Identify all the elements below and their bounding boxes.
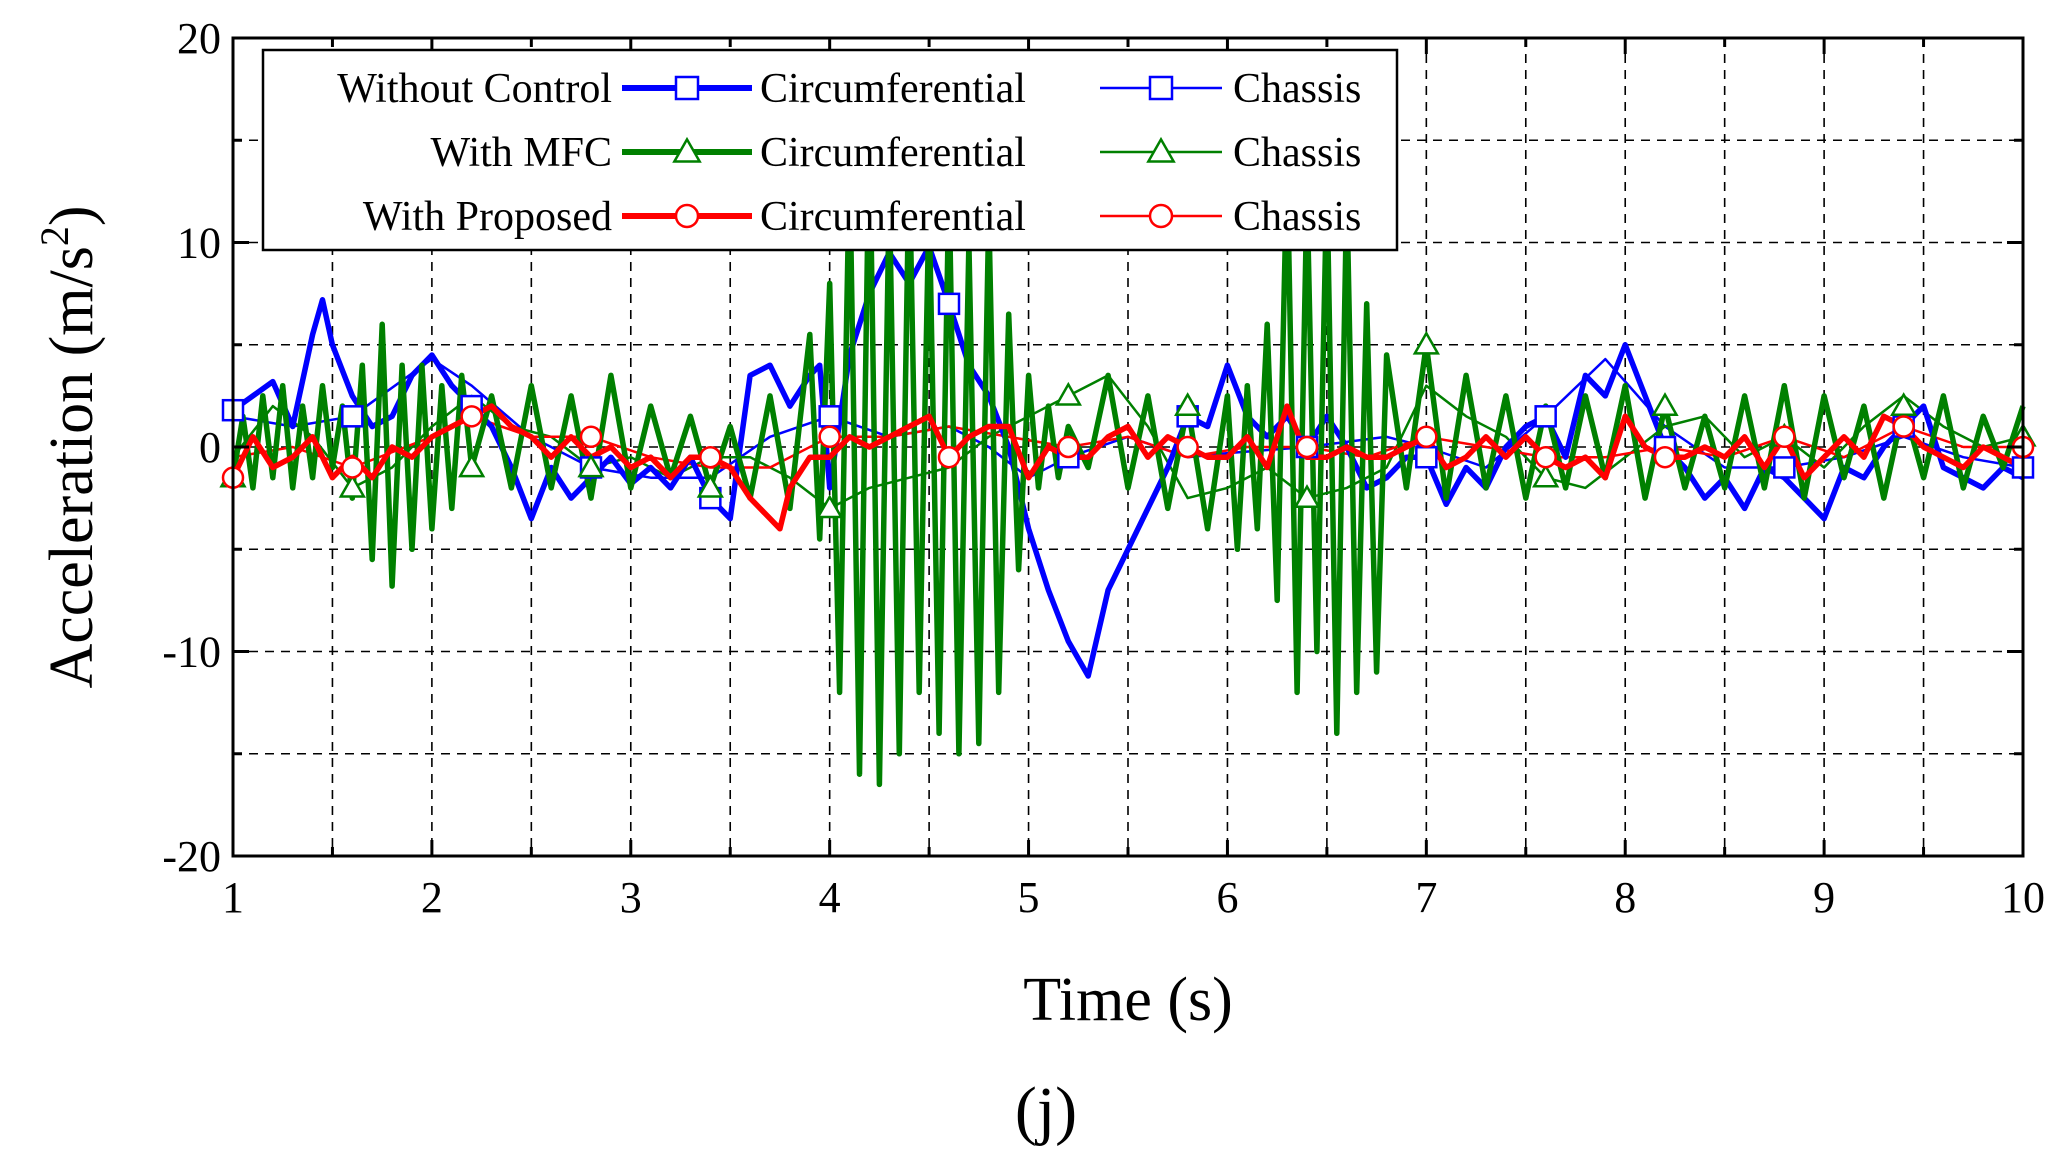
legend-row-label: With Proposed <box>363 194 612 240</box>
data-marker <box>1054 381 1082 406</box>
data-marker <box>579 425 603 449</box>
legend-entry-label: Chassis <box>1233 130 1361 176</box>
legend-entry-label: Circumferential <box>760 130 1026 176</box>
x-tick-label: 6 <box>1216 873 1238 922</box>
x-tick-label: 5 <box>1018 873 1040 922</box>
series-markers-4 <box>221 405 1915 489</box>
legend-swatch-marker <box>1148 203 1174 229</box>
data-marker <box>818 425 841 449</box>
y-tick-label: 20 <box>177 14 221 63</box>
legend-entry-label: Chassis <box>1233 194 1361 240</box>
data-marker <box>460 405 483 428</box>
data-marker <box>1534 445 1557 469</box>
data-marker <box>1890 392 1918 416</box>
x-tick-labels: 1 2 3 4 5 6 7 8 9 10 <box>222 873 2045 922</box>
data-marker <box>1174 392 1202 416</box>
data-marker <box>1651 392 1679 416</box>
data-marker <box>937 292 961 316</box>
y-tick-label: 10 <box>177 219 221 268</box>
data-marker <box>1415 425 1438 449</box>
data-marker <box>341 405 364 428</box>
series-0 <box>231 243 2025 679</box>
data-marker <box>1892 415 1915 438</box>
legend-entry-label: Circumferential <box>760 194 1026 240</box>
data-marker <box>1534 405 1557 428</box>
x-tick-label: 1 <box>222 873 244 922</box>
data-marker <box>818 405 841 428</box>
series-line <box>230 403 2025 532</box>
x-tick-label: 3 <box>620 873 642 922</box>
data-marker <box>1057 435 1080 459</box>
data-marker <box>1415 445 1438 469</box>
y-tick-label: -10 <box>162 628 221 677</box>
y-axis-title-superscript: 2 <box>32 226 77 246</box>
series-line <box>231 243 2025 679</box>
series-4 <box>230 403 2025 532</box>
series-layer <box>219 117 2037 788</box>
y-axis-title-main: Acceleration (m/s <box>38 246 106 688</box>
data-marker <box>937 445 961 469</box>
data-marker <box>699 445 722 469</box>
y-axis-title: Acceleration (m/s2) <box>32 205 106 688</box>
data-marker <box>696 473 724 498</box>
data-marker <box>1532 463 1560 488</box>
legend-swatch-marker <box>1146 136 1176 163</box>
legend-row-label: With MFC <box>430 130 612 176</box>
x-tick-label: 9 <box>1813 873 1835 922</box>
y-tick-label: 0 <box>199 423 221 472</box>
data-marker <box>1773 425 1796 449</box>
data-marker <box>341 456 364 479</box>
data-marker <box>1773 456 1796 479</box>
series-line <box>232 374 2024 510</box>
x-tick-label: 4 <box>819 873 841 922</box>
x-tick-label: 2 <box>421 873 443 922</box>
x-tick-label: 8 <box>1614 873 1636 922</box>
y-tick-label: -20 <box>162 832 221 881</box>
data-marker <box>816 494 844 519</box>
series-3 <box>232 374 2024 510</box>
x-tick-label: 7 <box>1415 873 1437 922</box>
y-axis-title-close: ) <box>38 205 106 226</box>
data-marker <box>1412 330 1440 355</box>
legend: Without Control Circumferential Chassis Wit… <box>261 48 1399 252</box>
legend-row-label: Without Control <box>337 66 612 112</box>
legend-swatch-marker <box>672 136 702 163</box>
legend-swatch-marker <box>1148 75 1174 101</box>
data-marker <box>338 473 366 498</box>
x-axis-title: Time (s) <box>1023 966 1233 1034</box>
data-marker <box>1176 435 1199 459</box>
legend-entry-label: Chassis <box>1233 66 1361 112</box>
data-marker <box>1295 435 1319 459</box>
x-tick-label: 10 <box>2001 873 2045 922</box>
data-marker <box>458 453 486 478</box>
data-marker <box>1293 484 1321 508</box>
data-marker <box>1653 445 1677 469</box>
legend-entry-label: Circumferential <box>760 66 1026 112</box>
axis-ticks <box>231 36 2025 858</box>
y-tick-labels: -20 -10 0 10 20 <box>162 14 221 881</box>
legend-swatch-marker <box>674 203 700 229</box>
figure-caption: (j) <box>1015 1074 1077 1147</box>
data-marker <box>577 453 605 478</box>
legend-swatch-marker <box>674 75 700 101</box>
